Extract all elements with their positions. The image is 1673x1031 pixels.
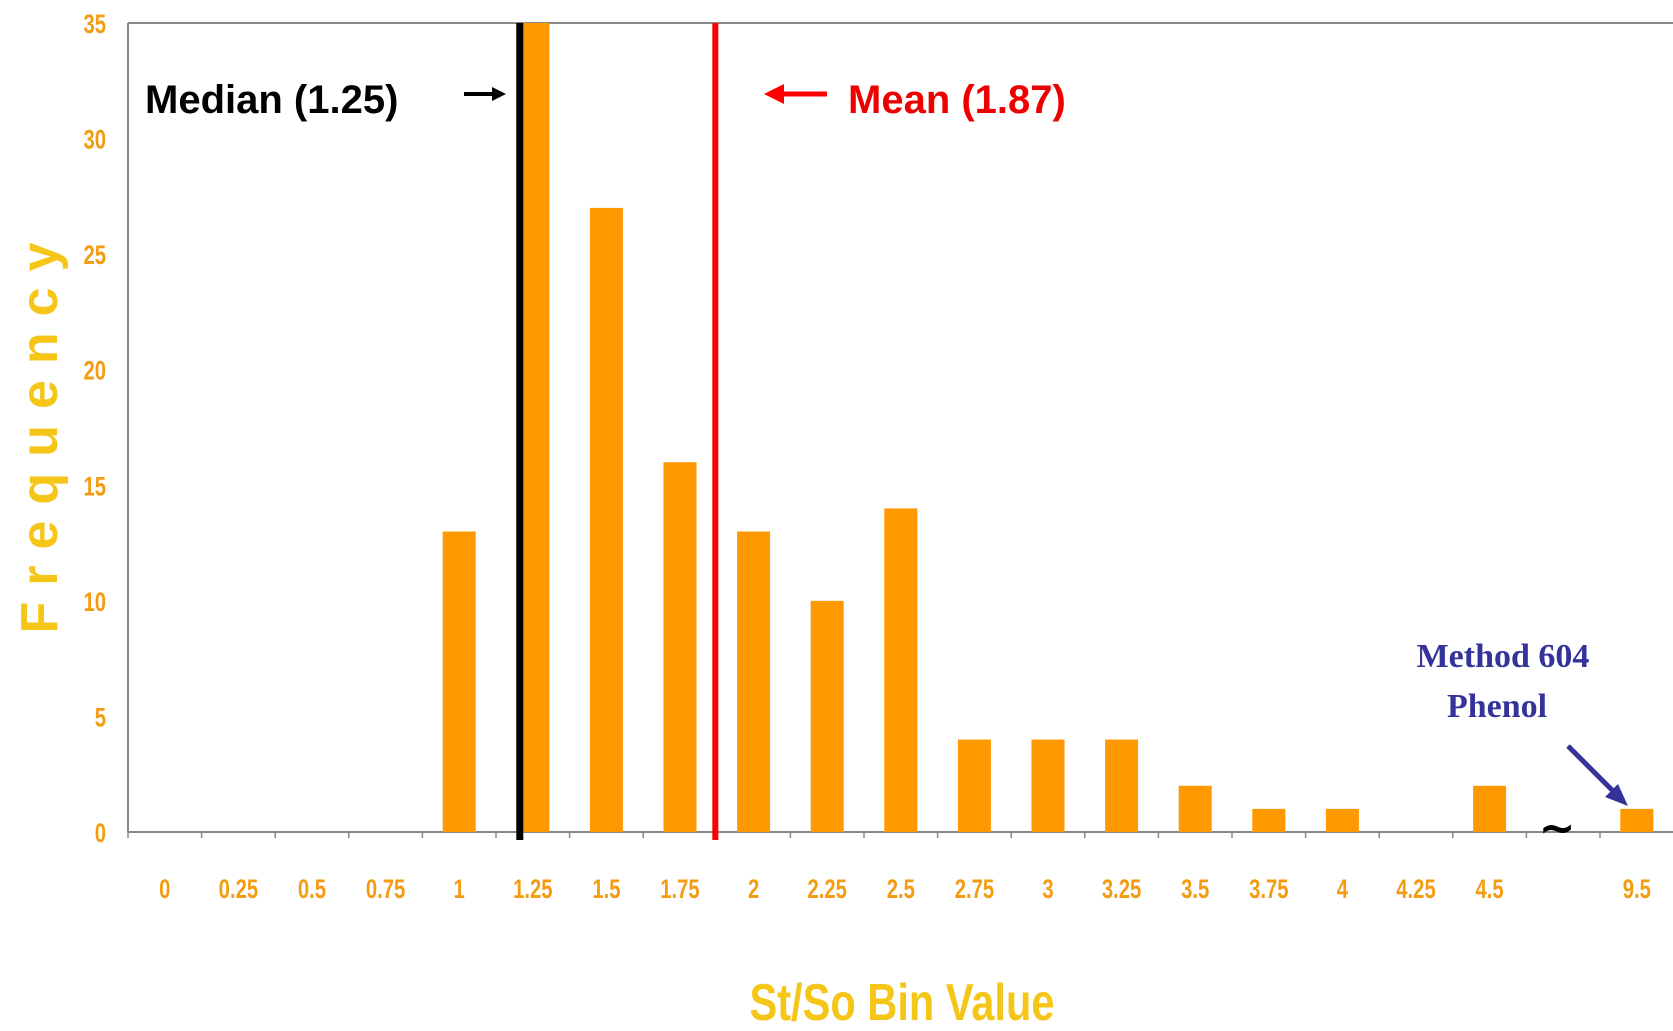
x-tick-label: 2.75 — [955, 874, 994, 905]
y-tick-label: 20 — [83, 356, 106, 387]
bar-2 — [737, 531, 771, 832]
x-tick-label: 2 — [748, 874, 759, 905]
x-tick-label: 3.75 — [1249, 874, 1288, 905]
x-tick-label: 1.5 — [592, 874, 620, 905]
mean-label: Mean (1.87) — [848, 78, 1066, 122]
bar-1 — [442, 531, 476, 832]
x-tick-label: 1 — [454, 874, 465, 905]
x-tick-label: 1.25 — [513, 874, 552, 905]
annotation-line1: Method 604 — [1417, 638, 1590, 675]
bars-group — [442, 23, 1654, 832]
x-tick-label: 3.5 — [1181, 874, 1209, 905]
x-tick-label: 9.5 — [1623, 874, 1651, 905]
bar-2.25 — [810, 600, 844, 832]
x-tick-label: 0.5 — [298, 874, 326, 905]
x-tick-label: 0.75 — [366, 874, 405, 905]
bar-1.75 — [663, 462, 697, 832]
x-tick-label: 2.25 — [807, 874, 846, 905]
median-label: Median (1.25) — [145, 78, 398, 122]
bar-4.5 — [1473, 785, 1507, 832]
x-tick-label: 4 — [1337, 874, 1349, 905]
x-axis-ticks: 0 0.25 0.5 0.75 1 1.25 1.5 1.75 2 2.25 2.5 2.75 3 3.2… — [159, 874, 1651, 905]
bar-9.5 — [1620, 808, 1654, 832]
bar-4 — [1325, 808, 1359, 832]
y-axis-ticks: 0 5 10 15 20 25 30 35 — [83, 9, 106, 849]
x-tick-label: 1.75 — [660, 874, 699, 905]
bar-3 — [1031, 739, 1065, 832]
x-axis-label: St/So Bin Value — [749, 973, 1054, 1031]
bar-2.5 — [884, 508, 918, 832]
bar-3.5 — [1178, 785, 1212, 832]
x-tick-label: 3.25 — [1102, 874, 1141, 905]
y-axis-label: Frequency — [11, 227, 69, 634]
bar-1.5 — [589, 207, 623, 832]
y-tick-label: 25 — [83, 240, 106, 271]
axis-break-symbol: ~ — [1539, 803, 1576, 854]
x-tick-label: 0 — [159, 874, 170, 905]
x-tick-label: 2.5 — [887, 874, 915, 905]
y-tick-label: 0 — [95, 818, 106, 849]
x-tick-label: 0.25 — [219, 874, 258, 905]
x-tick-label: 4.25 — [1396, 874, 1435, 905]
annotation-line2: Phenol — [1447, 688, 1547, 725]
bar-3.25 — [1105, 739, 1139, 832]
x-tick-label: 3 — [1042, 874, 1053, 905]
y-tick-label: 35 — [83, 9, 106, 40]
annotation-arrow — [1566, 744, 1628, 806]
x-tick-marks — [127, 832, 1601, 838]
x-tick-label: 4.5 — [1476, 874, 1504, 905]
y-tick-label: 5 — [95, 703, 106, 734]
y-tick-label: 30 — [83, 125, 106, 156]
mean-arrow — [764, 84, 827, 104]
bar-2.75 — [957, 739, 991, 832]
y-tick-label: 10 — [83, 587, 106, 618]
median-arrow — [464, 87, 506, 101]
y-tick-label: 15 — [83, 472, 106, 503]
bar-3.75 — [1252, 808, 1286, 832]
